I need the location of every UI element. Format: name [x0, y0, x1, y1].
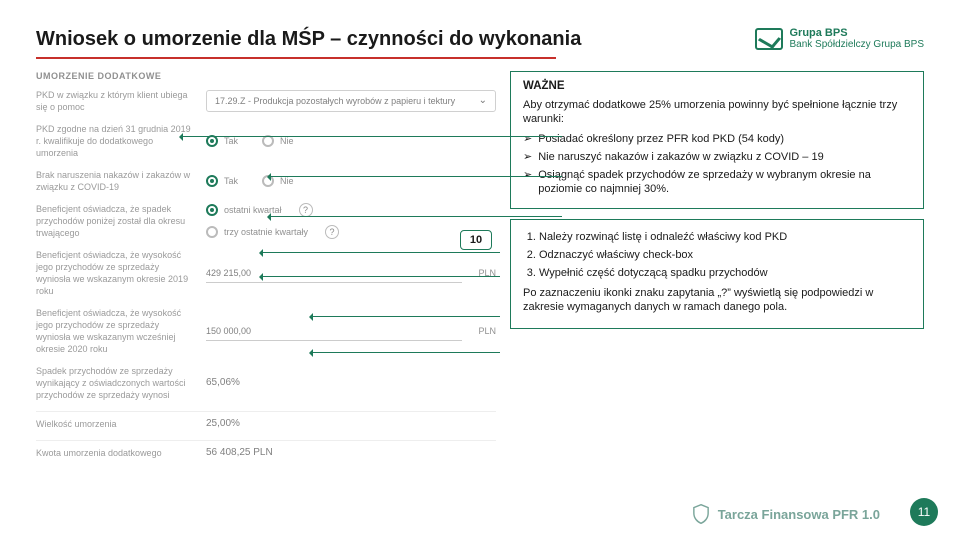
- label-pkd: PKD w związku z którym klient ubiega się…: [36, 89, 196, 113]
- shield-icon: [692, 504, 710, 524]
- page-title: Wniosek o umorzenie dla MŚP – czynności …: [36, 28, 581, 51]
- footer-brand: Tarcza Finansowa PFR 1.0: [692, 504, 880, 524]
- chevron-down-icon: ⌄: [479, 95, 487, 107]
- arrow-line: [260, 252, 500, 253]
- arrow-line: [310, 352, 500, 353]
- step-badge: 10: [460, 230, 492, 250]
- step-1: Należy rozwinąć listę i odnaleźć właściw…: [539, 230, 911, 244]
- label-amount: Kwota umorzenia dodatkowego: [36, 447, 196, 459]
- title-underline: [36, 57, 556, 59]
- footer-brand-text: Tarcza Finansowa PFR 1.0: [718, 507, 880, 522]
- help-icon[interactable]: ?: [299, 203, 313, 217]
- label-rev-sel: Beneficjent oświadcza, że wysokość jego …: [36, 249, 196, 297]
- label-size: Wielkość umorzenia: [36, 418, 196, 430]
- input-rev-sel[interactable]: 429 215,00: [206, 263, 462, 283]
- box-wazne: WAŻNE Aby otrzymać dodatkowe 25% umorzen…: [510, 71, 924, 209]
- logo-bps: Grupa BPS Bank Spółdzielczy Grupa BPS: [755, 28, 924, 50]
- box-steps: Należy rozwinąć listę i odnaleźć właściw…: [510, 219, 924, 329]
- box-wazne-intro: Aby otrzymać dodatkowe 25% umorzenia pow…: [523, 98, 911, 126]
- step-2: Odznaczyć właściwy check-box: [539, 248, 911, 262]
- box-steps-note: Po zaznaczeniu ikonki znaku zapytania „?…: [523, 286, 911, 314]
- label-covid: Brak naruszenia nakazów i zakazów w zwią…: [36, 169, 196, 193]
- radio-covid-yes[interactable]: Tak: [206, 175, 238, 187]
- value-size: 25,00%: [206, 418, 240, 430]
- logo-main: Grupa BPS: [789, 27, 847, 39]
- arrow-line: [310, 316, 500, 317]
- pkd-select-value: 17.29.Z - Produkcja pozostałych wyrobów …: [215, 95, 455, 107]
- unit-pln: PLN: [478, 325, 496, 337]
- step-3: Wypełnić część dotyczącą spadku przychod…: [539, 266, 911, 280]
- bullet-2: Nie naruszyć nakazów i zakazów w związku…: [538, 150, 824, 164]
- bullet-3: Osiągnąć spadek przychodów ze sprzedaży …: [538, 168, 911, 196]
- label-drop: Spadek przychodów ze sprzedaży wynikając…: [36, 365, 196, 401]
- page-number: 11: [910, 498, 938, 526]
- box-wazne-head: WAŻNE: [523, 80, 911, 92]
- arrow-line: [180, 136, 562, 137]
- logo-text: Grupa BPS Bank Spółdzielczy Grupa BPS: [789, 28, 924, 50]
- form-screenshot: UMORZENIE DODATKOWE PKD w związku z któr…: [36, 71, 496, 469]
- radio-period-q[interactable]: ostatni kwartał ?: [206, 203, 339, 217]
- logo-icon: [755, 28, 783, 50]
- label-rev-prev: Beneficjent oświadcza, że wysokość jego …: [36, 307, 196, 355]
- label-period: Beneficjent oświadcza, że spadek przycho…: [36, 203, 196, 239]
- label-pkd31: PKD zgodne na dzień 31 grudnia 2019 r. k…: [36, 123, 196, 159]
- callouts: WAŻNE Aby otrzymać dodatkowe 25% umorzen…: [510, 71, 924, 329]
- pkd-select[interactable]: 17.29.Z - Produkcja pozostałych wyrobów …: [206, 90, 496, 112]
- logo-sub: Bank Spółdzielczy Grupa BPS: [789, 39, 924, 50]
- arrow-line: [268, 176, 562, 177]
- arrow-line: [268, 216, 562, 217]
- help-icon[interactable]: ?: [325, 225, 339, 239]
- radio-period-3q[interactable]: trzy ostatnie kwartały ?: [206, 225, 339, 239]
- form-section-title: UMORZENIE DODATKOWE: [36, 71, 496, 81]
- value-amount: 56 408,25 PLN: [206, 447, 273, 459]
- bullet-1: Posiadać określony przez PFR kod PKD (54…: [538, 132, 784, 146]
- bullet-icon: ➢: [523, 168, 532, 196]
- input-rev-prev[interactable]: 150 000,00: [206, 321, 462, 341]
- arrow-line: [260, 276, 500, 277]
- unit-pln: PLN: [478, 267, 496, 279]
- header-row: Wniosek o umorzenie dla MŚP – czynności …: [36, 28, 924, 59]
- bullet-icon: ➢: [523, 150, 532, 164]
- bullet-icon: ➢: [523, 132, 532, 146]
- value-drop: 65,06%: [206, 377, 240, 389]
